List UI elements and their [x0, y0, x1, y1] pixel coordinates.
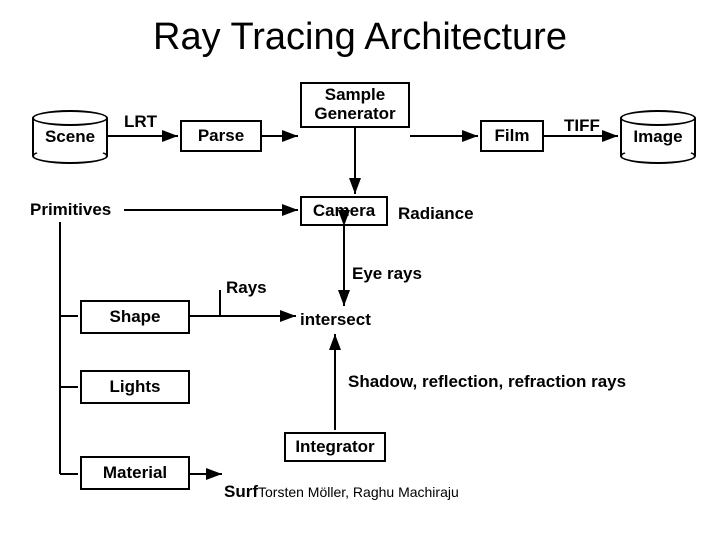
node-lights: Lights	[80, 370, 190, 404]
label-eye-rays: Eye rays	[352, 264, 422, 284]
label-primitives: Primitives	[30, 200, 111, 220]
node-image-label: Image	[633, 127, 682, 147]
page-title: Ray Tracing Architecture	[0, 16, 720, 59]
label-tiff: TIFF	[564, 116, 600, 136]
label-radiance: Radiance	[398, 204, 474, 224]
node-film: Film	[480, 120, 544, 152]
label-intersect: intersect	[300, 310, 371, 330]
node-integrator: Integrator	[284, 432, 386, 462]
node-scene: Scene	[32, 110, 108, 164]
label-shadow-rays: Shadow, reflection, refraction rays	[348, 372, 626, 392]
node-image: Image	[620, 110, 696, 164]
node-parse: Parse	[180, 120, 262, 152]
label-lrt: LRT	[124, 112, 157, 132]
node-material: Material	[80, 456, 190, 490]
node-camera: Camera	[300, 196, 388, 226]
label-credit: Torsten Möller, Raghu Machiraju	[258, 484, 459, 500]
node-shape: Shape	[80, 300, 190, 334]
label-surf: Surf	[224, 482, 258, 502]
label-rays: Rays	[226, 278, 267, 298]
node-scene-label: Scene	[45, 127, 95, 147]
node-sample-generator: Sample Generator	[300, 82, 410, 128]
